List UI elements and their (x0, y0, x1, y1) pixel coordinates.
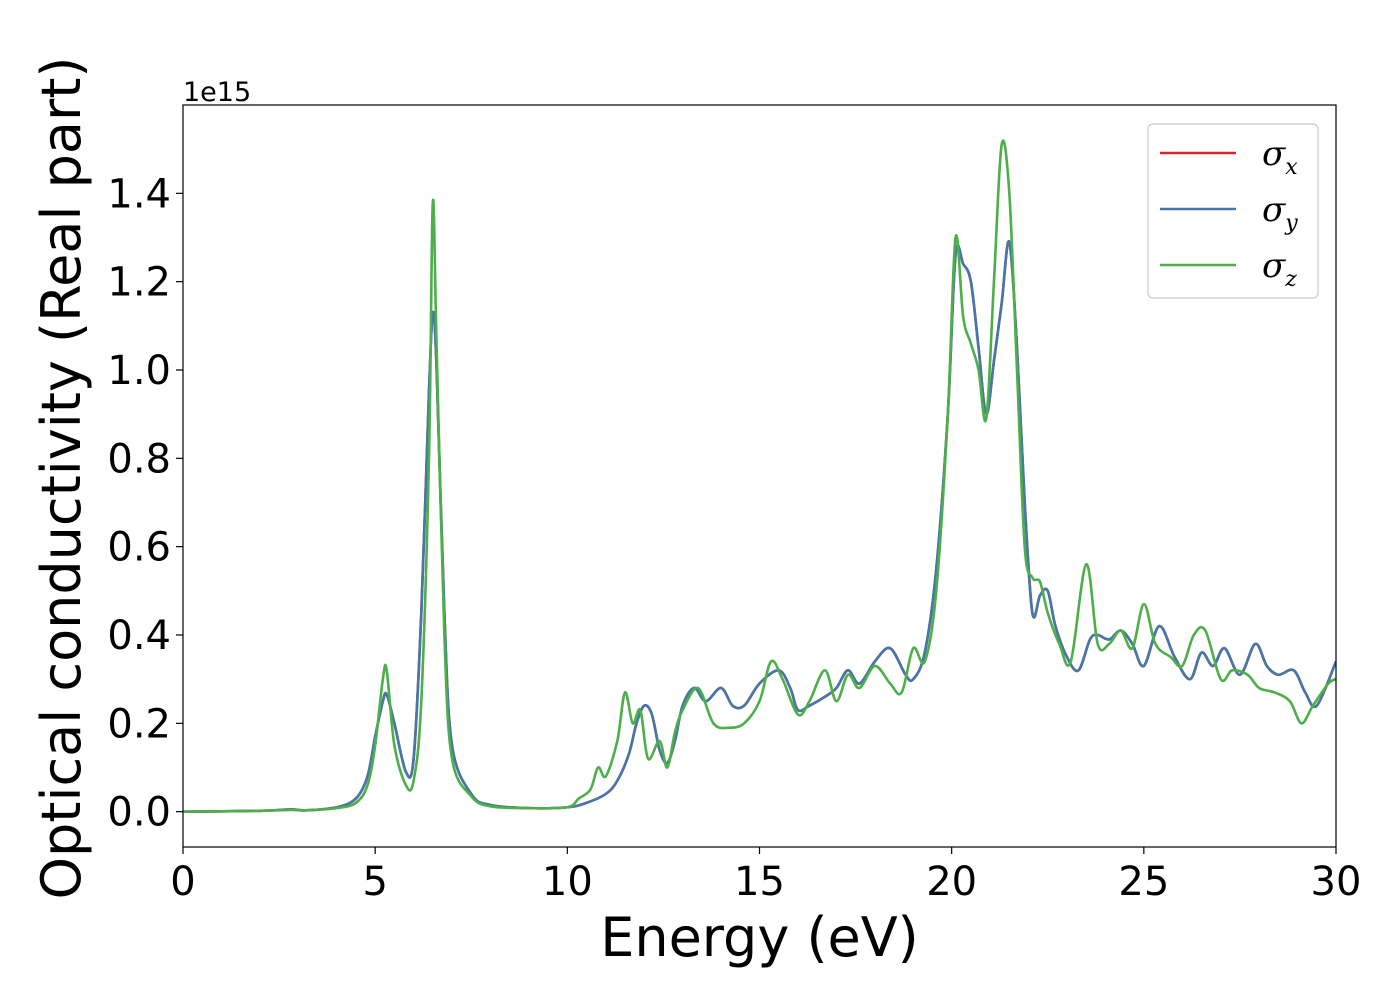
y-tick-label: 1.2 (107, 260, 171, 306)
x-axis-label: Energy (eV) (600, 906, 919, 969)
y-tick-label: 0.8 (107, 436, 171, 482)
y-offset-text: 1e15 (183, 77, 251, 108)
x-tick-label: 5 (362, 859, 387, 905)
series-layer (183, 139, 1336, 813)
legend: σx σy σz (1147, 123, 1319, 299)
x-tick-label: 20 (926, 859, 977, 905)
y-tick-label: 0.2 (107, 701, 171, 747)
y-tick-label: 0.6 (107, 525, 171, 571)
y-tick-label: 0.4 (107, 613, 171, 659)
x-tick-label: 15 (734, 859, 785, 905)
y-axis-label: Optical conductivity (Real part) (30, 57, 93, 900)
series-line-y (183, 240, 1336, 813)
y-tick-label: 1.0 (107, 348, 171, 394)
series-line-x (183, 240, 1336, 813)
x-axis: 0 5 10 15 20 25 30 (170, 847, 1361, 905)
y-axis: 0.0 0.2 0.4 0.6 0.8 1.0 1.2 1.4 (107, 171, 183, 836)
y-tick-label: 1.4 (107, 171, 171, 217)
legend-label-y: σy (1262, 190, 1298, 236)
x-tick-label: 30 (1311, 859, 1362, 905)
legend-box (1147, 123, 1319, 299)
x-tick-label: 0 (170, 859, 195, 905)
x-tick-label: 25 (1118, 859, 1169, 905)
legend-label-x: σx (1262, 134, 1298, 180)
y-tick-label: 0.0 (107, 790, 171, 836)
x-tick-label: 10 (542, 859, 593, 905)
legend-label-z: σz (1262, 246, 1297, 292)
series-line-z (183, 139, 1336, 813)
